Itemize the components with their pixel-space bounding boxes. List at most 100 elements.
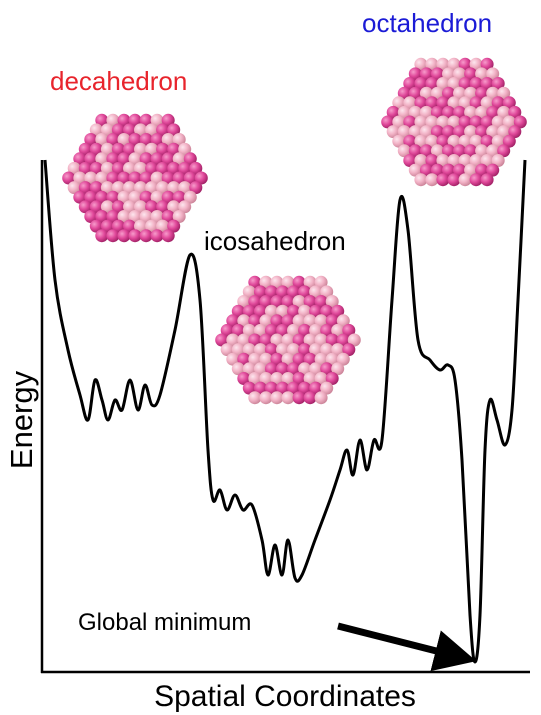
atom [298,343,312,357]
atom [292,333,306,347]
atom [106,210,120,223]
atom [220,323,234,337]
atom [314,314,328,328]
atom [167,123,181,137]
atom [172,171,186,185]
atom [253,381,267,395]
atom [408,125,422,139]
atom [276,304,289,318]
atom [464,86,478,100]
atom [270,275,284,289]
atom [458,154,472,167]
atom [458,57,472,71]
atom [491,154,505,167]
atom [78,161,92,175]
atom [231,362,245,376]
atom [145,161,159,175]
atom [464,163,478,177]
atom [253,343,267,357]
atom [139,210,153,223]
atom [336,314,350,328]
atom [242,362,256,376]
atom [253,304,267,318]
atom [189,181,203,195]
atom [453,105,466,119]
atom [292,352,306,366]
atom [320,343,334,357]
atom [303,314,317,328]
y-axis-label: Energy [4,370,39,469]
atom [403,115,417,129]
atom [95,133,109,146]
atom [469,134,483,148]
atom [161,190,175,204]
atom [89,200,103,214]
atom [331,362,345,376]
atom [436,77,450,90]
atom [430,125,444,139]
x-axis-label: Spatial Coordinates [154,680,416,713]
atom [89,161,103,175]
atom [447,96,461,110]
atom [95,113,109,127]
atom [156,123,170,137]
atom [167,219,181,233]
atom [403,134,417,148]
atom [183,190,197,204]
atom [281,352,295,366]
atom [123,200,136,214]
atom [128,113,142,127]
atom [475,144,489,158]
atom [248,372,262,385]
atom [464,125,478,139]
atom [486,105,500,119]
atom [447,173,461,187]
atom [292,372,306,385]
atom [469,115,483,129]
atom [145,181,159,195]
atom [386,125,400,139]
atom [215,333,229,347]
atom [220,343,234,357]
atom [123,219,136,233]
atom [128,133,142,146]
atom [264,323,278,337]
atom [248,333,262,347]
atom [408,67,422,81]
atom [242,343,256,357]
atom [145,142,159,156]
atom [111,142,125,156]
atom [111,161,125,175]
atom [281,372,295,385]
atom [264,362,278,376]
atom [100,200,114,214]
atom [156,161,170,175]
atom [270,372,284,385]
atom [161,152,175,166]
atom [347,333,361,347]
atom [314,352,328,366]
atom [469,96,483,110]
atom [414,173,428,187]
nanoparticle [62,113,208,243]
atom [156,200,170,214]
atom [134,181,147,195]
atom [95,190,109,204]
atom [259,352,273,366]
atom [106,113,120,127]
atom [128,190,142,204]
atom [513,115,527,129]
atom [397,125,411,139]
arrow [337,622,477,672]
atom [106,171,120,185]
atom [150,229,164,243]
atom [270,391,284,405]
atom [458,77,472,90]
atom [264,381,278,395]
atom [172,152,186,166]
atom [111,200,125,214]
atom [392,115,406,129]
atom [453,144,466,158]
atom [67,161,81,175]
atom [161,133,175,146]
